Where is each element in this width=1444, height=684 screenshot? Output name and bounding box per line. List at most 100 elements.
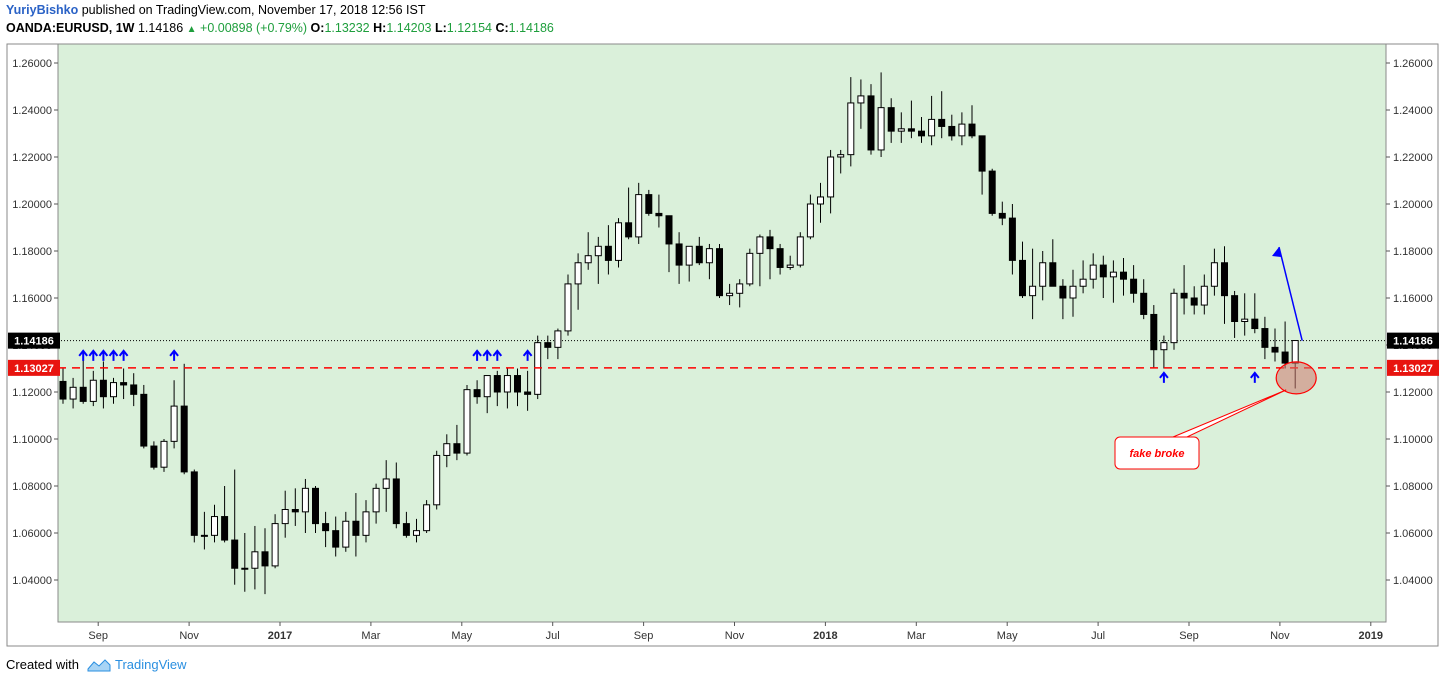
candle-body-up: [1109, 271, 1117, 278]
candle-body-up: [433, 454, 441, 506]
callout-text: fake broke: [1129, 448, 1184, 460]
candle: [1170, 288, 1178, 350]
candle: [918, 117, 925, 143]
candle: [301, 478, 309, 533]
candle-body-up: [170, 405, 178, 442]
candle-body-down: [1231, 295, 1239, 322]
y-tick-label-left: 1.16000: [12, 293, 52, 305]
candle-body-down: [938, 118, 946, 127]
candle-body-down: [493, 375, 501, 393]
y-tick-label-left: 1.18000: [12, 246, 52, 258]
candle-body-up: [463, 389, 471, 454]
x-tick-label: 2018: [813, 630, 837, 642]
y-tick-label-right: 1.26000: [1393, 58, 1433, 70]
candle-body-up: [503, 375, 511, 393]
blue-up-arrow-icon: [492, 349, 503, 361]
candle-body-down: [473, 389, 481, 398]
candle: [867, 84, 875, 155]
tradingview-logo-icon: [87, 658, 111, 671]
candle-body-down: [978, 135, 986, 172]
support-badge-left: 1.13027: [14, 363, 54, 375]
candle: [69, 377, 77, 409]
candle: [857, 79, 865, 129]
candle: [877, 72, 885, 157]
candle: [1221, 246, 1228, 324]
candle-body-up: [837, 154, 845, 158]
candle-body-down: [544, 342, 552, 348]
candle-body-up: [726, 292, 734, 297]
candle-body-down: [291, 509, 299, 513]
candle: [130, 373, 138, 407]
candle: [655, 194, 663, 228]
candle: [251, 525, 259, 590]
candle-body-down: [352, 520, 360, 536]
blue-up-arrow-icon: [78, 349, 88, 361]
candle: [665, 215, 673, 273]
y-tick-label-left: 1.04000: [12, 575, 52, 587]
candle: [827, 149, 835, 214]
candle-body-down: [1130, 278, 1138, 294]
candle: [241, 533, 249, 592]
candle-body-up: [200, 534, 208, 537]
candle-body-down: [665, 215, 673, 245]
candle-body-up: [1200, 285, 1208, 306]
candle-body-up: [594, 245, 602, 257]
candle: [99, 361, 107, 409]
candle-body-up: [1291, 340, 1299, 364]
candle: [493, 370, 501, 407]
candle-body-down: [1190, 297, 1198, 306]
candle: [352, 493, 360, 557]
y-tick-label-left: 1.26000: [12, 58, 52, 70]
candle-body-up: [211, 516, 218, 536]
candle-body-down: [948, 125, 956, 137]
support-badge-right-bg: [1387, 359, 1439, 376]
candle-body-up: [483, 375, 491, 398]
candle: [150, 441, 158, 470]
y-tick-label-right: 1.18000: [1393, 246, 1433, 258]
candle-body-down: [312, 487, 319, 525]
candle: [291, 488, 299, 526]
candle: [443, 434, 451, 468]
candle-body-up: [847, 102, 855, 156]
candle-body-down: [655, 212, 663, 217]
candle-body-up: [372, 487, 380, 513]
candle-body-down: [887, 107, 895, 132]
candle: [211, 504, 218, 543]
candle-body-up: [554, 330, 562, 348]
author-name[interactable]: YuriyBishko: [6, 3, 79, 17]
candle: [281, 490, 289, 538]
candle-body-down: [59, 380, 67, 400]
candle: [221, 486, 229, 543]
candle-body-up: [736, 283, 744, 294]
x-tick-label: Nov: [1270, 630, 1290, 642]
blue-up-arrow-icon: [169, 349, 179, 361]
candle-body-up: [796, 236, 804, 266]
arrow-head: [98, 349, 109, 357]
candle: [1190, 286, 1198, 315]
candle-body-up: [817, 196, 824, 205]
candle-body-down: [675, 243, 683, 266]
candle-body-up: [928, 118, 936, 137]
candle: [524, 370, 532, 411]
candle: [514, 368, 521, 407]
candle: [776, 243, 784, 275]
candle: [756, 234, 764, 287]
tradingview-link[interactable]: TradingView: [114, 657, 187, 672]
candle: [897, 112, 905, 143]
candle: [594, 236, 602, 284]
arrow-head: [118, 349, 129, 357]
candle-body-up: [746, 252, 754, 285]
high-value: 1.14203: [386, 21, 432, 35]
candle-body-down: [180, 405, 188, 473]
candle-body-up: [574, 262, 582, 285]
x-tick-label: 2019: [1359, 630, 1383, 642]
candle: [887, 98, 895, 143]
candle: [200, 511, 208, 550]
candle-body-down: [867, 95, 875, 151]
symbol-name: OANDA:EURUSD, 1W: [6, 21, 135, 35]
created-with-text: Created with: [6, 657, 79, 672]
candle: [1160, 335, 1168, 369]
arrow-head: [522, 349, 533, 357]
candle-body-up: [958, 123, 966, 137]
